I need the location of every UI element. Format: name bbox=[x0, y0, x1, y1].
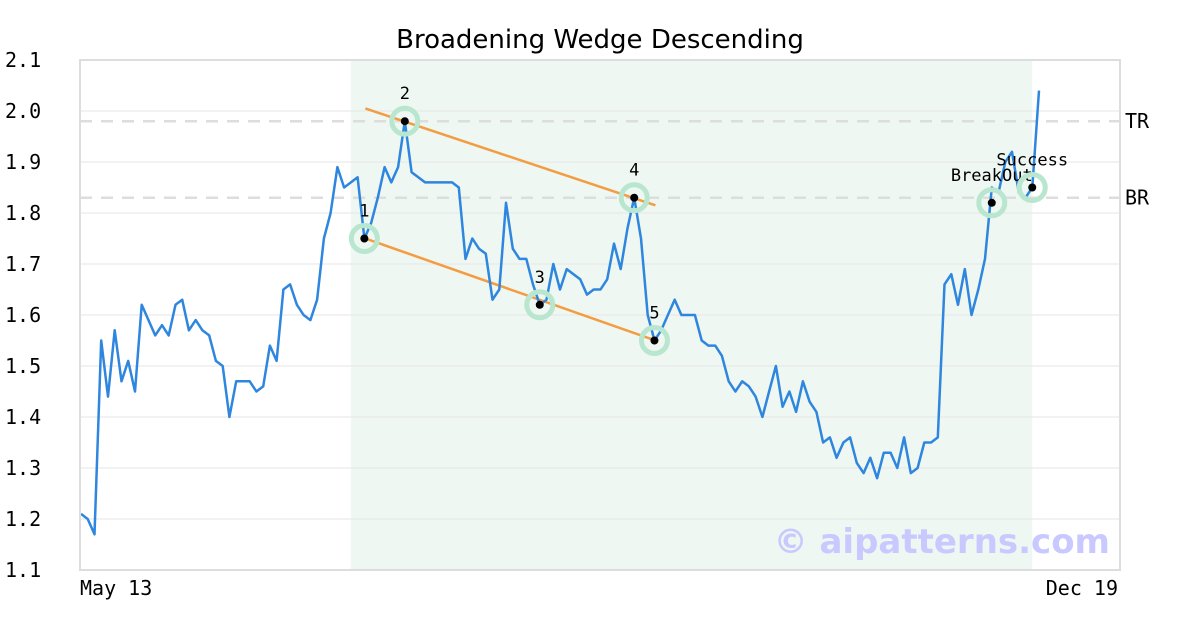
point-marker bbox=[630, 193, 639, 202]
level-label: TR bbox=[1125, 109, 1150, 133]
x-tick-label: May 13 bbox=[80, 576, 152, 600]
point-halo bbox=[1016, 172, 1048, 203]
y-tick-label: 1.8 bbox=[5, 201, 41, 225]
point-label: Success bbox=[996, 151, 1068, 171]
point-marker bbox=[1028, 183, 1037, 192]
trendline bbox=[364, 237, 656, 342]
point-label: 2 bbox=[400, 84, 410, 104]
level-label: BR bbox=[1125, 186, 1150, 210]
y-tick-label: 1.9 bbox=[5, 150, 41, 174]
point-marker bbox=[650, 336, 659, 345]
point-halo bbox=[389, 105, 421, 137]
y-tick-label: 2.0 bbox=[5, 99, 41, 123]
price-series-line bbox=[80, 90, 1041, 536]
plot-frame bbox=[79, 59, 1121, 571]
point-marker bbox=[360, 234, 369, 243]
chart-title: Broadening Wedge Descending bbox=[396, 25, 804, 55]
point-halo bbox=[348, 223, 380, 254]
level-lines: TR BR bbox=[80, 109, 1150, 210]
x-tick-label: Dec 19 bbox=[1046, 576, 1118, 600]
trendlines bbox=[364, 107, 656, 342]
point-label: 5 bbox=[649, 304, 659, 324]
point-label: 1 bbox=[359, 202, 369, 222]
x-axis-ticks: May 13 Dec 19 bbox=[80, 576, 1118, 600]
y-tick-label: 1.3 bbox=[5, 456, 41, 480]
y-tick-label: 1.5 bbox=[5, 354, 41, 378]
watermark: © aipatterns.com bbox=[774, 522, 1110, 562]
y-axis-ticks: 2.1 2.0 1.9 1.8 1.7 1.6 1.5 1.4 1.3 1.2 1.1 bbox=[5, 48, 41, 582]
point-label: 3 bbox=[535, 268, 545, 288]
y-tick-label: 1.7 bbox=[5, 252, 41, 276]
point-marker bbox=[400, 117, 409, 126]
point-halo bbox=[638, 325, 670, 356]
point-halo bbox=[618, 182, 650, 214]
point-halo bbox=[976, 187, 1008, 219]
y-tick-label: 1.6 bbox=[5, 303, 41, 327]
point-marker bbox=[987, 198, 996, 207]
y-tick-label: 1.4 bbox=[5, 405, 41, 429]
y-tick-label: 1.1 bbox=[5, 558, 41, 582]
point-label: BreakOut bbox=[951, 166, 1033, 186]
point-marker bbox=[535, 300, 544, 309]
point-halo bbox=[524, 289, 556, 321]
y-tick-label: 2.1 bbox=[5, 48, 41, 72]
trendline bbox=[364, 107, 656, 207]
y-tick-label: 1.2 bbox=[5, 507, 41, 531]
point-label: 4 bbox=[629, 161, 639, 181]
